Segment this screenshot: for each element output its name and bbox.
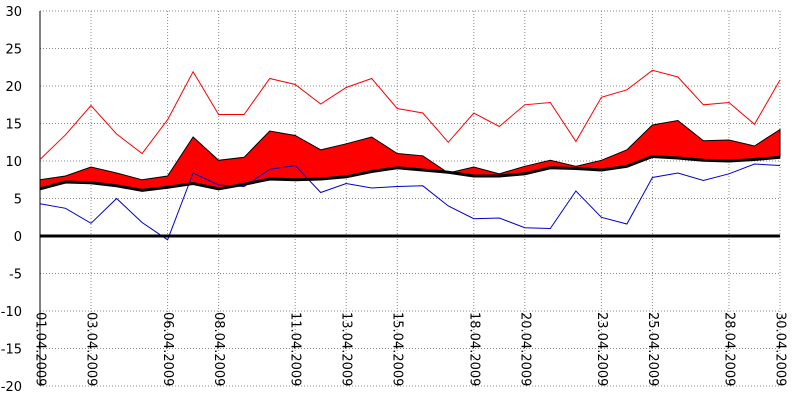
x-tick-label: 23.04.2009 <box>594 312 609 386</box>
x-tick-label: 01.04.2009 <box>33 312 48 386</box>
upper-band-area <box>39 119 781 191</box>
y-axis: 30 25 20 15 10 5 0 -5 -10 -15 -20 <box>1 5 41 395</box>
y-tick-label: 15 <box>5 118 22 133</box>
max-series-line <box>39 69 781 160</box>
plot-area <box>39 69 781 241</box>
x-tick-label: 25.04.2009 <box>645 312 660 386</box>
x-tick-label: 18.04.2009 <box>466 312 481 386</box>
min-series-line <box>39 163 781 241</box>
x-tick-label: 13.04.2009 <box>339 312 354 386</box>
y-tick-label: 20 <box>5 80 22 95</box>
x-tick-label: 08.04.2009 <box>211 312 226 386</box>
x-tick-label: 15.04.2009 <box>390 312 405 386</box>
x-tick-label: 30.04.2009 <box>773 312 788 386</box>
x-tick-label: 06.04.2009 <box>160 312 175 386</box>
y-tick-label: -5 <box>9 268 22 283</box>
y-tick-label: -15 <box>1 343 22 358</box>
x-tick-label: 11.04.2009 <box>288 312 303 386</box>
gridlines <box>39 10 781 387</box>
x-tick-label: 28.04.2009 <box>721 312 736 386</box>
y-tick-label: 0 <box>14 230 22 245</box>
y-tick-label: -20 <box>1 380 22 395</box>
y-tick-label: -10 <box>1 305 22 320</box>
y-tick-label: 25 <box>5 43 22 58</box>
x-axis: 01.04.2009 03.04.2009 06.04.2009 08.04.2009… <box>33 312 788 386</box>
y-tick-label: 10 <box>5 155 22 170</box>
mean-series-line <box>39 154 781 192</box>
y-tick-label: 30 <box>5 5 22 20</box>
x-tick-label: 20.04.2009 <box>517 312 532 386</box>
y-tick-label: 5 <box>14 193 22 208</box>
x-tick-label: 03.04.2009 <box>84 312 99 386</box>
